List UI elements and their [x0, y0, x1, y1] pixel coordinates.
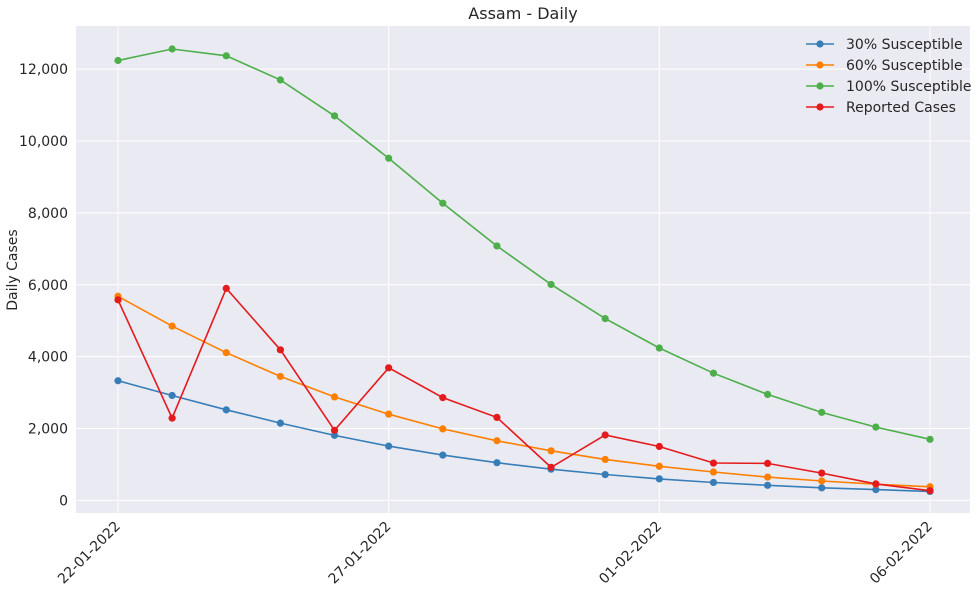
legend-marker — [816, 61, 824, 69]
y-tick-label: 2,000 — [28, 422, 68, 438]
y-tick-label: 6,000 — [28, 278, 68, 294]
x-tick-label: 27-01-2022 — [326, 519, 395, 588]
data-point — [655, 442, 663, 451]
legend-label: 100% Susceptible — [846, 79, 972, 95]
data-point — [818, 408, 826, 416]
data-point — [547, 447, 555, 455]
data-point — [330, 112, 339, 120]
grid-lines — [76, 26, 970, 513]
x-tick-label: 22-01-2022 — [55, 519, 124, 588]
chart-title: Assam - Daily — [468, 4, 577, 23]
data-point — [818, 469, 826, 477]
data-point — [601, 470, 609, 479]
series-line — [117, 295, 931, 488]
legend-marker — [816, 103, 824, 111]
data-point — [493, 437, 501, 445]
y-axis-label: Daily Cases — [5, 229, 21, 310]
data-point — [222, 284, 230, 292]
legend-marker — [816, 40, 824, 48]
data-point — [926, 435, 934, 443]
data-point — [330, 431, 339, 439]
y-tick-label: 12,000 — [19, 62, 68, 78]
data-point — [222, 349, 230, 357]
data-point — [114, 56, 122, 65]
y-tick-label: 8,000 — [28, 206, 68, 222]
y-tick-label: 4,000 — [28, 350, 68, 366]
data-point — [493, 242, 501, 250]
data-point — [168, 414, 176, 422]
legend-label: 60% Susceptible — [846, 58, 963, 74]
data-point — [601, 455, 609, 464]
data-point — [330, 393, 339, 401]
x-tick-label: 01-02-2022 — [596, 519, 665, 588]
data-point — [493, 459, 501, 467]
data-point — [276, 76, 284, 84]
legend-item: Reported Cases — [806, 100, 956, 116]
data-point — [330, 426, 339, 434]
data-point — [709, 478, 718, 487]
x-tick-labels: 22-01-2022 27-01-2022 01-02-2022 06-02-2022 — [55, 519, 936, 588]
series-line — [117, 379, 931, 493]
data-point — [168, 322, 176, 330]
data-point — [385, 410, 393, 418]
legend-item: 60% Susceptible — [806, 58, 963, 74]
data-point — [764, 481, 772, 489]
data-point — [439, 199, 447, 207]
plot-background — [76, 26, 970, 513]
y-tick-label: 10,000 — [19, 134, 68, 150]
legend: 30% Susceptible 60% Susceptible 100% Susce… — [806, 37, 972, 116]
data-point — [818, 484, 826, 492]
data-point — [872, 480, 880, 488]
data-point — [493, 413, 501, 421]
y-tick-labels: 0 2,000 4,000 6,000 8,000 10,000 12,000 — [19, 62, 68, 509]
series-reported-cases — [114, 284, 934, 495]
data-point — [655, 475, 663, 483]
data-point — [655, 344, 663, 352]
data-point — [547, 463, 555, 471]
legend-label: 30% Susceptible — [846, 37, 963, 53]
data-point — [439, 394, 447, 402]
data-point — [709, 468, 718, 476]
series-group — [114, 45, 934, 496]
data-point — [872, 423, 880, 431]
data-point — [168, 45, 176, 53]
data-point — [385, 442, 393, 450]
series-line — [117, 286, 931, 492]
data-point — [222, 406, 230, 414]
data-point — [439, 425, 447, 433]
data-point — [114, 296, 122, 304]
data-point — [764, 459, 772, 468]
legend-marker — [816, 82, 824, 90]
data-point — [709, 369, 718, 377]
data-point — [764, 473, 772, 481]
y-tick-label: 0 — [59, 493, 68, 509]
x-tick-label: 06-02-2022 — [867, 519, 936, 588]
data-point — [276, 419, 284, 427]
data-point — [168, 391, 176, 400]
data-point — [385, 364, 393, 372]
data-point — [222, 52, 230, 60]
legend-item: 100% Susceptible — [806, 79, 972, 95]
series-line — [117, 48, 931, 441]
data-point — [764, 390, 772, 398]
data-point — [926, 487, 934, 495]
data-point — [547, 280, 555, 289]
data-point — [655, 462, 663, 470]
data-point — [385, 154, 393, 162]
data-point — [276, 372, 284, 381]
data-point — [818, 477, 826, 485]
legend-label: Reported Cases — [846, 100, 956, 116]
data-point — [601, 431, 609, 439]
series-100-susceptible — [114, 45, 934, 443]
data-point — [276, 346, 284, 354]
data-point — [114, 377, 122, 385]
data-point — [709, 459, 718, 467]
data-point — [601, 314, 609, 323]
data-point — [439, 451, 447, 459]
data-point — [872, 486, 880, 494]
legend-item: 30% Susceptible — [806, 37, 963, 53]
